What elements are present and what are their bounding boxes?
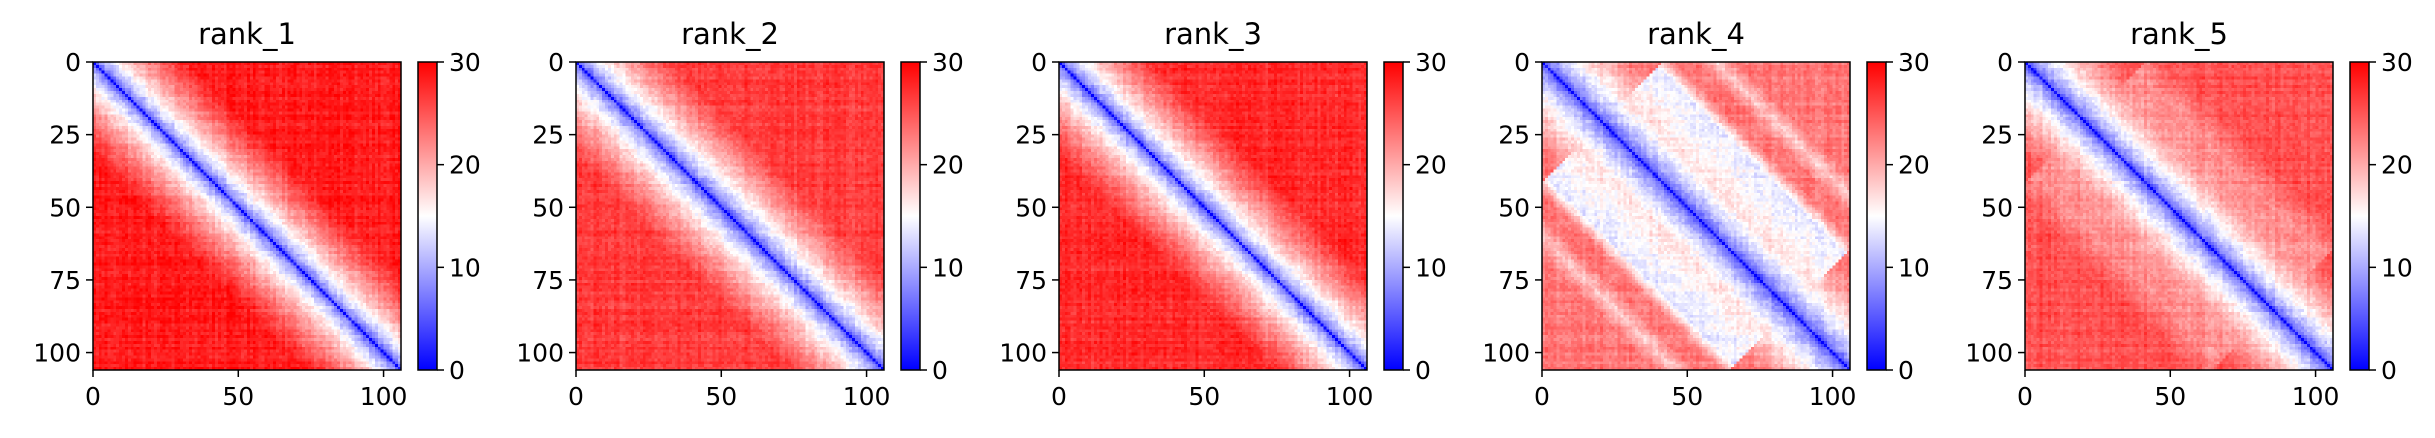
- heatmap-image: [1542, 62, 1850, 370]
- colorbar-tick-label: 30: [1415, 48, 1447, 77]
- x-tick-label: 100: [2292, 382, 2340, 411]
- x-tick-label: 0: [1051, 382, 1067, 411]
- y-tick-label: 100: [33, 339, 81, 368]
- x-tick-label: 100: [1809, 382, 1857, 411]
- colorbar-frame: [2349, 61, 2370, 371]
- colorbar: [1867, 62, 1886, 370]
- panel-title: rank_3: [1164, 17, 1262, 51]
- colorbar: [1384, 62, 1403, 370]
- y-tick-label: 25: [1498, 121, 1530, 150]
- heatmap-image: [2025, 62, 2333, 370]
- y-tick-label: 100: [999, 339, 1047, 368]
- colorbar-tick-label: 10: [449, 253, 481, 282]
- x-tick-label: 50: [2154, 382, 2186, 411]
- colorbar-tick-label: 30: [449, 48, 481, 77]
- y-tick-label: 100: [516, 339, 564, 368]
- x-tick-label: 50: [1671, 382, 1703, 411]
- x-tick-label: 50: [705, 382, 737, 411]
- y-tick-label: 75: [49, 266, 81, 295]
- x-tick-label: 0: [85, 382, 101, 411]
- y-tick-label: 50: [1015, 193, 1047, 222]
- colorbar-tick-label: 10: [1415, 253, 1447, 282]
- y-tick-label: 0: [65, 48, 81, 77]
- colorbar: [418, 62, 437, 370]
- y-tick-label: 0: [1514, 48, 1530, 77]
- x-tick-label: 0: [1534, 382, 1550, 411]
- y-tick-label: 50: [1981, 193, 2013, 222]
- x-tick-label: 50: [222, 382, 254, 411]
- colorbar-tick-label: 0: [2381, 356, 2397, 385]
- y-tick-label: 75: [532, 266, 564, 295]
- colorbar-frame: [417, 61, 438, 371]
- y-tick-label: 50: [532, 193, 564, 222]
- y-tick-label: 50: [1498, 193, 1530, 222]
- y-tick-label: 75: [1498, 266, 1530, 295]
- colorbar-tick-label: 0: [1898, 356, 1914, 385]
- x-tick-label: 50: [1188, 382, 1220, 411]
- colorbar-tick-label: 20: [1415, 151, 1447, 180]
- colorbar-frame: [900, 61, 921, 371]
- colorbar-tick-label: 0: [1415, 356, 1431, 385]
- y-tick-label: 100: [1482, 339, 1530, 368]
- heatmap-frame: [575, 61, 885, 371]
- x-tick-label: 100: [360, 382, 408, 411]
- y-tick-label: 0: [1997, 48, 2013, 77]
- y-tick-label: 75: [1015, 266, 1047, 295]
- x-tick-label: 100: [1326, 382, 1374, 411]
- colorbar-tick-label: 0: [449, 356, 465, 385]
- panel-title: rank_4: [1647, 17, 1745, 51]
- colorbar-tick-label: 30: [1898, 48, 1930, 77]
- panel-title: rank_1: [198, 17, 296, 51]
- colorbar-tick-label: 20: [1898, 151, 1930, 180]
- heatmap-image: [576, 62, 884, 370]
- heatmap-image: [1059, 62, 1367, 370]
- y-tick-label: 25: [49, 121, 81, 150]
- colorbar-frame: [1383, 61, 1404, 371]
- colorbar-tick-label: 20: [449, 151, 481, 180]
- y-tick-label: 0: [1031, 48, 1047, 77]
- panel-title: rank_5: [2130, 17, 2228, 51]
- y-tick-label: 25: [1981, 121, 2013, 150]
- heatmap-frame: [92, 61, 402, 371]
- heatmap-frame: [1058, 61, 1368, 371]
- colorbar: [901, 62, 920, 370]
- colorbar-tick-label: 20: [932, 151, 964, 180]
- heatmap-frame: [1541, 61, 1851, 371]
- x-tick-label: 0: [568, 382, 584, 411]
- x-tick-label: 0: [2017, 382, 2033, 411]
- y-tick-label: 0: [548, 48, 564, 77]
- colorbar: [2350, 62, 2369, 370]
- colorbar-tick-label: 10: [2381, 253, 2413, 282]
- colorbar-tick-label: 10: [932, 253, 964, 282]
- heatmap-image: [93, 62, 401, 370]
- colorbar-frame: [1866, 61, 1887, 371]
- x-tick-label: 100: [843, 382, 891, 411]
- y-tick-label: 75: [1981, 266, 2013, 295]
- y-tick-label: 25: [1015, 121, 1047, 150]
- heatmap-frame: [2024, 61, 2334, 371]
- y-tick-label: 50: [49, 193, 81, 222]
- y-tick-label: 100: [1965, 339, 2013, 368]
- colorbar-tick-label: 30: [932, 48, 964, 77]
- y-tick-label: 25: [532, 121, 564, 150]
- colorbar-tick-label: 30: [2381, 48, 2413, 77]
- panel-title: rank_2: [681, 17, 779, 51]
- colorbar-tick-label: 10: [1898, 253, 1930, 282]
- colorbar-tick-label: 20: [2381, 151, 2413, 180]
- colorbar-tick-label: 0: [932, 356, 948, 385]
